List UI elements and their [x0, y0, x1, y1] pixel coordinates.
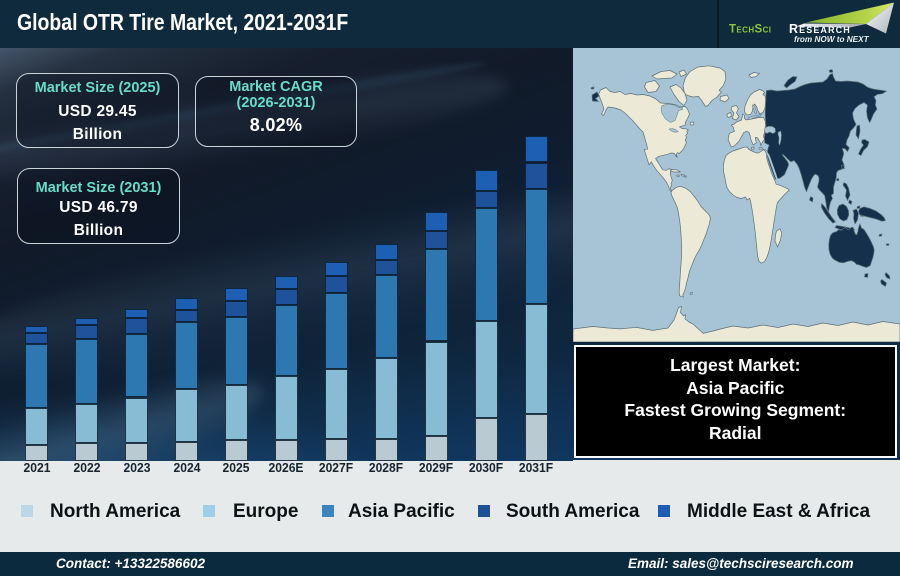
svg-text:TechSci: TechSci	[729, 24, 771, 36]
svg-text:Research: Research	[789, 22, 851, 36]
svg-text:from NOW to NEXT: from NOW to NEXT	[794, 35, 870, 44]
